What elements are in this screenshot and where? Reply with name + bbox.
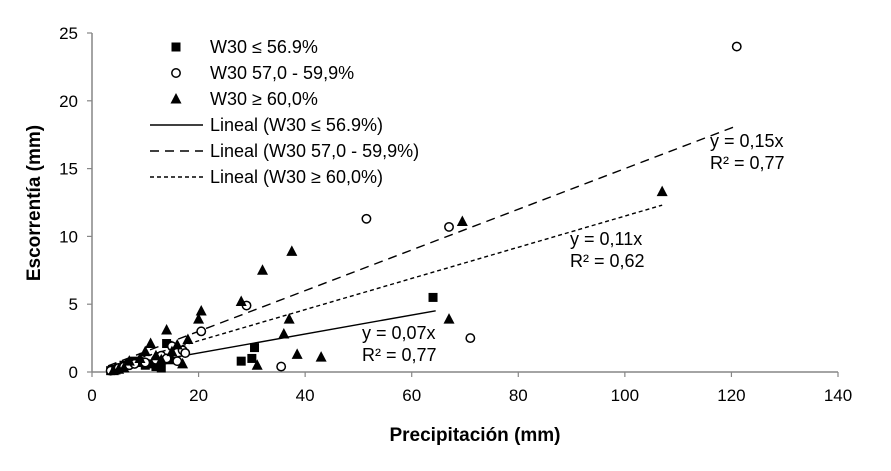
data-point-triangle (278, 328, 290, 339)
data-point-triangle (195, 304, 207, 316)
data-point-triangle (315, 351, 327, 362)
y-tick-label: 25 (59, 24, 78, 43)
data-point-triangle (443, 313, 455, 324)
trendline-r2: R² = 0,77 (710, 153, 785, 173)
legend-label: Lineal (W30 ≥ 60,0%) (210, 167, 383, 187)
data-point-circle (465, 333, 476, 344)
x-tick-label: 120 (717, 386, 745, 405)
x-tick-label: 100 (611, 386, 639, 405)
legend-marker-triangle (170, 93, 182, 104)
x-axis-title: Precipitación (mm) (389, 425, 560, 446)
legend-label: Lineal (W30 ≤ 56.9%) (210, 115, 383, 135)
data-point-triangle (145, 337, 157, 349)
legend: W30 ≤ 56.9% W30 57,0 - 59,9% W30 ≥ 60,0% Li… (150, 37, 419, 187)
data-point-circle (180, 348, 191, 358)
data-point-triangle (257, 264, 269, 275)
trendline-equation: y = 0,11x (570, 229, 642, 249)
data-point-square (428, 292, 438, 302)
y-tick-label: 10 (59, 227, 78, 246)
data-point-circle (196, 326, 207, 337)
legend-label: W30 ≥ 60,0% (210, 89, 318, 109)
y-axis-title: Escorrentía (mm) (24, 125, 45, 281)
data-point-triangle (150, 349, 162, 361)
data-point-triangle (291, 348, 303, 359)
trendline-dashed (107, 125, 738, 367)
trendline-equation: y = 0,15x (710, 131, 784, 151)
trendline-r2: R² = 0,77 (362, 345, 437, 365)
data-point-triangle (235, 295, 247, 306)
data-point-triangle (286, 245, 298, 256)
data-point-triangle (139, 345, 151, 357)
data-point-triangle (155, 353, 167, 365)
y-tick-label: 0 (69, 363, 78, 382)
data-points (105, 41, 742, 376)
data-point-triangle (251, 359, 263, 370)
data-point-triangle (166, 345, 178, 357)
legend-marker-square (171, 42, 181, 52)
trendline-equation: y = 0,07x (362, 323, 436, 343)
data-point-triangle (177, 357, 189, 369)
data-point-triangle (134, 352, 146, 363)
legend-label: W30 57,0 - 59,9% (210, 63, 354, 83)
legend-label: Lineal (W30 57,0 - 59,9%) (210, 141, 419, 161)
data-point-triangle (193, 313, 205, 324)
data-point-triangle (456, 215, 468, 226)
data-point-circle (276, 361, 287, 372)
data-point-triangle (171, 338, 183, 350)
data-point-square (146, 359, 156, 369)
data-point-square (151, 362, 161, 372)
data-point-triangle (118, 361, 130, 373)
x-tick-label: 140 (824, 386, 852, 405)
x-tick-label: 20 (189, 386, 208, 405)
axes (91, 33, 838, 373)
x-tick-label: 0 (87, 386, 96, 405)
x-tick-label: 80 (509, 386, 528, 405)
legend-marker-circle (171, 68, 181, 78)
data-point-circle (731, 41, 742, 52)
data-point-square (162, 339, 172, 349)
ticks: 0 20 40 60 80 100 120 140 0 5 10 15 20 25 (59, 24, 852, 405)
x-tick-label: 40 (296, 386, 315, 405)
legend-label: W30 ≤ 56.9% (210, 37, 318, 57)
data-point-circle (361, 213, 372, 224)
data-point-triangle (656, 185, 668, 197)
data-point-square (247, 353, 257, 363)
data-point-triangle (182, 333, 194, 344)
y-tick-label: 20 (59, 92, 78, 111)
y-tick-label: 5 (69, 295, 78, 314)
data-point-triangle (123, 355, 135, 366)
data-point-triangle (161, 323, 173, 335)
x-tick-label: 60 (402, 386, 421, 405)
data-point-circle (444, 221, 454, 232)
y-tick-label: 15 (59, 160, 78, 179)
trendline-r2: R² = 0,62 (570, 251, 645, 271)
data-point-square (236, 356, 246, 366)
trendline-dotted (107, 204, 663, 368)
data-point-triangle (283, 313, 295, 324)
data-point-square (250, 343, 260, 353)
data-point-square (156, 363, 166, 373)
